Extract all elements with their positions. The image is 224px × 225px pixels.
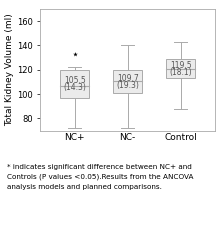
Y-axis label: Total Kidney Volume (ml): Total Kidney Volume (ml) (5, 13, 14, 126)
Bar (113, 70, 142, 93)
Bar (166, 59, 195, 78)
Bar (60, 70, 89, 98)
Text: (19.3): (19.3) (116, 81, 139, 90)
Text: (14.3): (14.3) (63, 83, 86, 92)
Text: 109.7: 109.7 (117, 74, 139, 83)
Text: 119.5: 119.5 (170, 61, 192, 70)
Text: 105.5: 105.5 (64, 76, 86, 85)
Text: * indicates significant difference between NC+ and
Controls (P values <0.05).Res: * indicates significant difference betwe… (7, 164, 193, 190)
Text: (18.1): (18.1) (169, 68, 192, 77)
